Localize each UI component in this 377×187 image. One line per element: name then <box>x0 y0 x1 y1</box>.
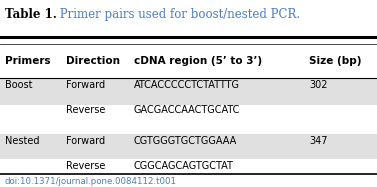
Text: CGGCAGCAGTGCTAT: CGGCAGCAGTGCTAT <box>134 161 234 171</box>
Bar <box>0 134 377 159</box>
Text: Forward: Forward <box>66 80 105 90</box>
Text: GACGACCAACTGCATC: GACGACCAACTGCATC <box>134 105 240 115</box>
Text: Forward: Forward <box>66 136 105 146</box>
Text: Reverse: Reverse <box>66 161 105 171</box>
Bar <box>0 159 377 175</box>
Text: Direction: Direction <box>66 56 120 66</box>
Text: CGTGGGTGCTGGAAA: CGTGGGTGCTGGAAA <box>134 136 237 146</box>
Text: doi:10.1371/journal.pone.0084112.t001: doi:10.1371/journal.pone.0084112.t001 <box>5 177 176 186</box>
Text: Primers: Primers <box>5 56 50 66</box>
Text: ATCACCCCCTCTATTTG: ATCACCCCCTCTATTTG <box>134 80 240 90</box>
Text: Nested: Nested <box>5 136 39 146</box>
Text: Primer pairs used for boost/nested PCR.: Primer pairs used for boost/nested PCR. <box>57 8 300 22</box>
Bar <box>0 105 377 134</box>
Bar <box>0 78 377 105</box>
Text: Reverse: Reverse <box>66 105 105 115</box>
Text: Table 1.: Table 1. <box>5 8 57 22</box>
Text: 302: 302 <box>309 80 328 90</box>
Text: Boost: Boost <box>5 80 32 90</box>
Text: 347: 347 <box>309 136 328 146</box>
Text: cDNA region (5’ to 3’): cDNA region (5’ to 3’) <box>134 56 262 66</box>
Text: Size (bp): Size (bp) <box>309 56 362 66</box>
